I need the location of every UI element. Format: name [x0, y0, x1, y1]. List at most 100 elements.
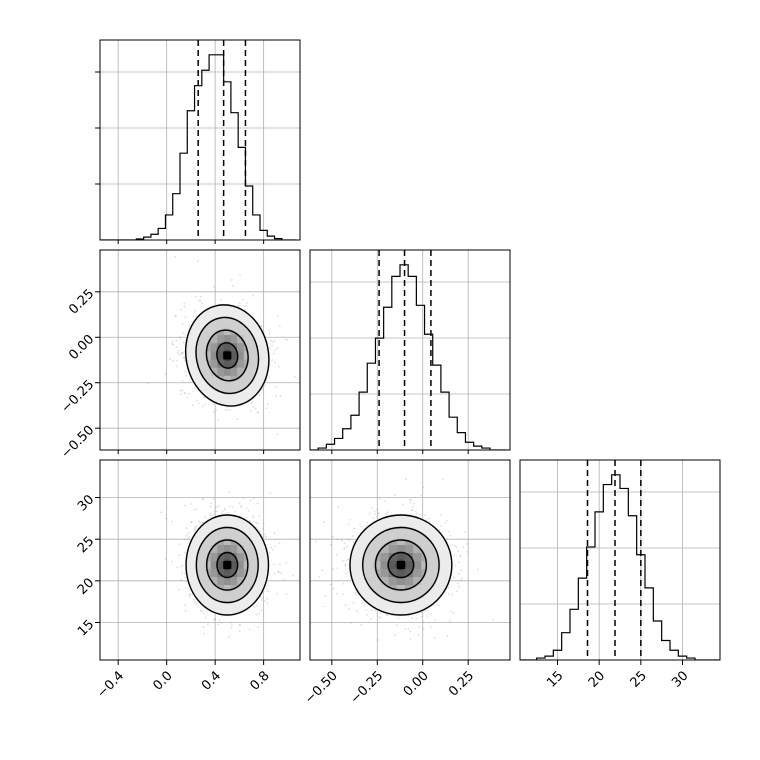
- joint-content-2: [310, 460, 510, 660]
- histogram-panel-1: [309, 249, 511, 451]
- scatter-point: [184, 316, 187, 319]
- density-block: [217, 561, 224, 569]
- scatter-point: [260, 609, 262, 612]
- scatter-point: [181, 379, 184, 382]
- scatter-point: [244, 305, 247, 308]
- scatter-point: [377, 513, 380, 516]
- scatter-point: [258, 394, 261, 397]
- scatter-point: [277, 315, 279, 317]
- scatter-point: [202, 626, 205, 628]
- density-block: [217, 577, 224, 585]
- axis-param1-y-ytick-label-0: −0.50: [59, 423, 98, 462]
- density-block: [413, 561, 422, 569]
- scatter-point: [349, 518, 352, 521]
- density-block: [230, 553, 238, 561]
- scatter-point: [276, 593, 279, 595]
- density-block: [372, 561, 381, 569]
- scatter-point: [352, 540, 355, 543]
- scatter-point: [268, 551, 271, 554]
- scatter-point: [201, 609, 203, 612]
- joint-panel-0-2: [99, 459, 301, 661]
- scatter-point: [350, 622, 352, 624]
- scatter-point: [238, 630, 241, 633]
- scatter-point: [376, 515, 379, 518]
- scatter-point: [185, 534, 188, 537]
- density-block: [237, 553, 244, 561]
- density-block: [210, 569, 218, 577]
- density-block: [217, 335, 224, 344]
- contour-2-2: [362, 526, 440, 604]
- scatter-point: [363, 603, 366, 606]
- scatter-point: [234, 511, 237, 513]
- scatter-point: [264, 600, 266, 603]
- density-block: [230, 359, 238, 368]
- scatter-point: [275, 385, 278, 388]
- scatter-point: [457, 549, 459, 552]
- scatter-point: [343, 542, 346, 545]
- contour-2-3: [349, 514, 453, 616]
- scatter-point: [180, 579, 183, 582]
- scatter-point: [445, 520, 448, 522]
- scatter-point: [240, 505, 243, 507]
- scatter-point: [223, 507, 226, 510]
- scatter-point: [255, 613, 258, 616]
- histogram-panel-0: [99, 39, 301, 241]
- density-block: [396, 537, 405, 545]
- scatter-point: [264, 533, 266, 536]
- scatter-point: [197, 402, 200, 405]
- joint-content-1: [100, 460, 300, 660]
- scatter-point: [165, 518, 168, 520]
- density-block: [230, 577, 238, 585]
- scatter-point: [212, 285, 215, 288]
- scatter-point: [418, 625, 420, 628]
- scatter-point: [171, 342, 174, 345]
- scatter-point: [360, 526, 363, 528]
- scatter-point: [201, 302, 203, 304]
- density-block: [404, 545, 414, 553]
- scatter-point: [409, 501, 412, 504]
- scatter-point: [434, 619, 437, 622]
- density-block: [413, 569, 422, 577]
- histogram-step-1: [310, 264, 507, 450]
- density-block: [396, 585, 405, 593]
- joint-0-frame: [99, 249, 301, 451]
- scatter-point: [347, 523, 350, 526]
- scatter-point: [199, 521, 201, 524]
- scatter-point: [276, 347, 279, 349]
- scatter-point: [430, 626, 432, 628]
- scatter-point: [220, 621, 223, 624]
- scatter-point: [191, 390, 194, 393]
- scatter-point: [422, 621, 425, 623]
- axis-param1-xtick-label-1: −0.25: [348, 668, 387, 707]
- scatter-point: [279, 395, 282, 398]
- scatter-point: [229, 505, 232, 508]
- joint-panel-1-2: [309, 459, 511, 661]
- scatter-point: [255, 604, 258, 607]
- scatter-point: [448, 530, 451, 533]
- scatter-point: [464, 531, 467, 533]
- hist-0-frame: [99, 39, 301, 241]
- scatter-point: [178, 336, 181, 338]
- scatter-point: [270, 546, 273, 549]
- density-block: [210, 367, 218, 376]
- contour-1-1: [205, 539, 249, 591]
- scatter-point: [271, 359, 274, 362]
- contour-2-1: [374, 539, 428, 591]
- density-block: [404, 577, 414, 585]
- scatter-point: [393, 634, 396, 636]
- scatter-point: [189, 593, 191, 596]
- scatter-point: [346, 571, 349, 574]
- scatter-point: [384, 500, 386, 503]
- density-block: [223, 367, 231, 376]
- scatter-point: [228, 491, 231, 494]
- scatter-point: [385, 512, 388, 515]
- scatter-point: [273, 349, 276, 351]
- scatter-point: [379, 616, 382, 619]
- scatter-point: [427, 517, 430, 520]
- scatter-point: [279, 563, 281, 566]
- scatter-point: [278, 325, 281, 327]
- scatter-point: [433, 605, 436, 607]
- scatter-point: [236, 418, 239, 421]
- scatter-point: [194, 528, 196, 531]
